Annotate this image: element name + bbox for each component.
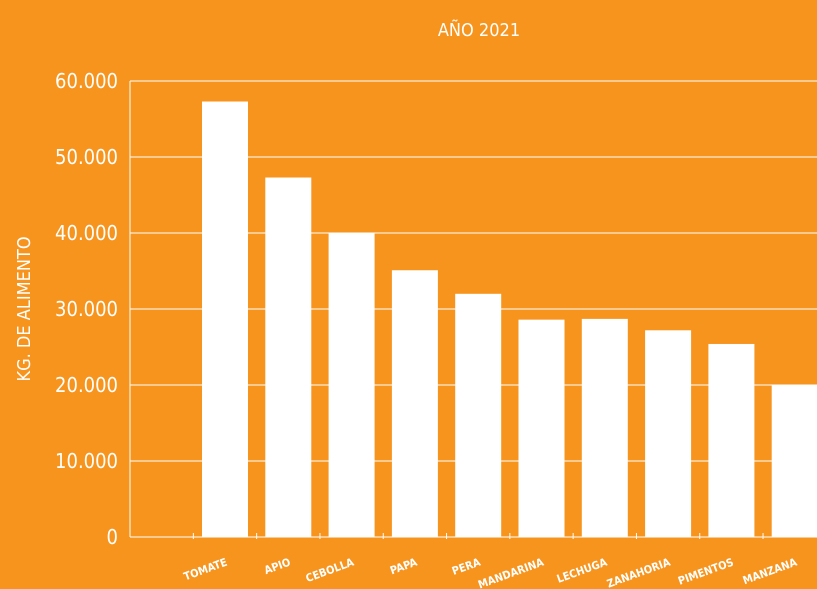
x-tick-label: PERA bbox=[450, 555, 482, 577]
bar bbox=[581, 318, 628, 537]
bar bbox=[391, 270, 438, 537]
chart-title: AÑO 2021 bbox=[438, 19, 520, 41]
x-tick-label: MANZANA bbox=[741, 555, 799, 587]
y-tick-label: 50.000 bbox=[55, 145, 118, 169]
y-tick-label: 40.000 bbox=[55, 221, 118, 245]
y-tick-label: 20.000 bbox=[55, 373, 118, 397]
x-tick-label: TOMATE bbox=[182, 556, 229, 584]
x-tick-label: PIMENTOS bbox=[676, 556, 735, 588]
x-tick-label: PAPA bbox=[388, 555, 419, 577]
bar bbox=[645, 330, 692, 537]
x-tick-label: CEBOLLA bbox=[304, 555, 356, 585]
bars bbox=[202, 101, 817, 538]
bar bbox=[518, 319, 565, 537]
bar bbox=[455, 293, 502, 537]
y-tick-label: 0 bbox=[107, 525, 118, 549]
x-tick-label: MANDARINA bbox=[476, 555, 546, 589]
bar bbox=[265, 177, 312, 537]
y-tick-label: 30.000 bbox=[55, 297, 118, 321]
y-axis-label: KG. DE ALIMENTO bbox=[14, 236, 35, 381]
x-tick-label: ZANAHORIA bbox=[605, 555, 672, 589]
y-tick-label: 10.000 bbox=[55, 449, 118, 473]
y-tick-label: 60.000 bbox=[55, 69, 118, 93]
y-axis-ticks: 0 10.000 20.000 30.000 40.000 50.000 60.000 bbox=[55, 69, 118, 549]
x-tick-label: APIO bbox=[262, 556, 292, 577]
bar bbox=[771, 385, 817, 537]
bar bbox=[328, 233, 375, 537]
bar bbox=[202, 101, 248, 538]
x-tick-label: LECHUGA bbox=[555, 555, 609, 585]
bar bbox=[708, 343, 755, 537]
